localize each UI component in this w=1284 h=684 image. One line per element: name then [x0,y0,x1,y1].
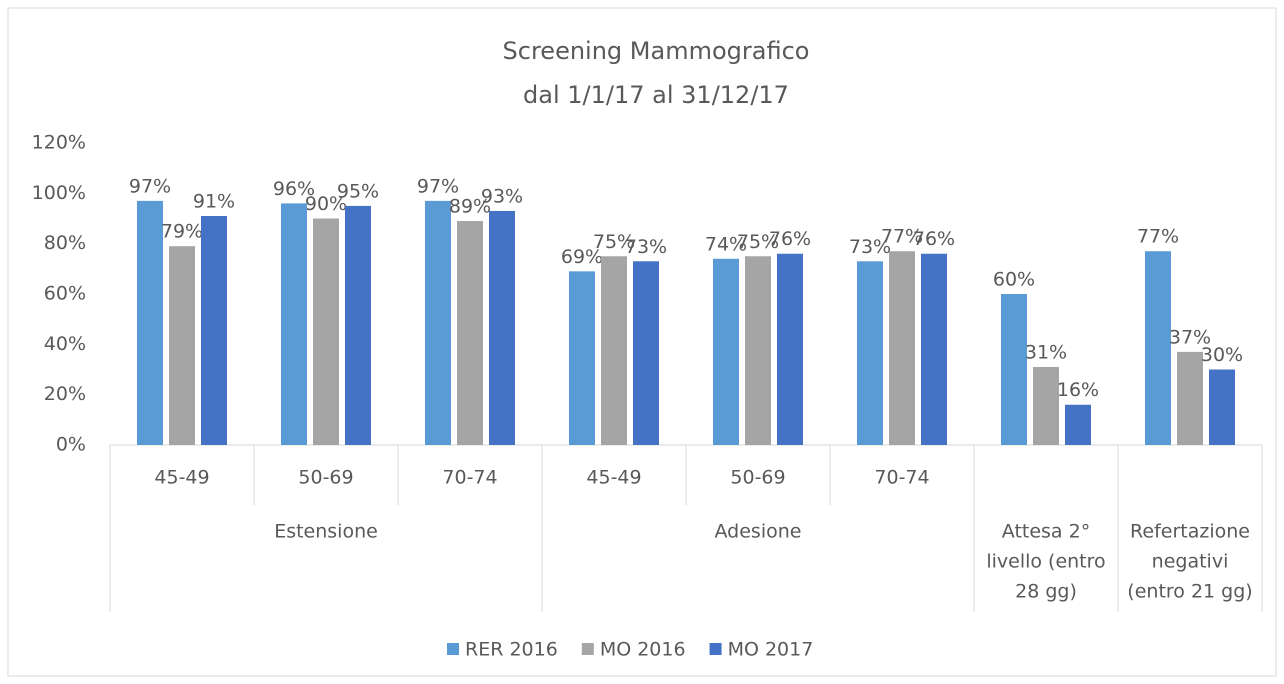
data-label: 77% [1137,226,1179,248]
data-label: 95% [337,180,379,202]
y-tick-label: 20% [44,383,86,405]
bar [281,203,307,445]
data-label: 30% [1201,344,1243,366]
y-tick-label: 60% [44,283,86,305]
bar [169,246,195,445]
legend-swatch [447,643,459,655]
data-label: 69% [561,246,603,268]
x-tick-label: 45-49 [154,467,209,489]
data-label: 75% [737,231,779,253]
data-label: 16% [1057,379,1099,401]
bar [425,200,451,445]
bar [889,251,915,445]
data-label: 93% [481,185,523,207]
bar [1209,369,1235,445]
data-label: 73% [625,236,667,258]
bar [1001,294,1027,445]
bar [313,218,339,445]
bar [489,210,515,445]
data-label: 97% [417,175,459,197]
y-tick-label: 0% [56,434,86,456]
group-label: Adesione [715,521,802,543]
bar [137,200,163,445]
y-tick-label: 40% [44,333,86,355]
bar [457,221,483,445]
group-label: (entro 21 gg) [1127,581,1252,603]
legend-label: MO 2016 [600,639,686,661]
data-label: 76% [769,228,811,250]
data-label: 75% [593,231,635,253]
legend-swatch [581,643,594,655]
bar [713,258,739,445]
chart-subtitle: dal 1/1/17 al 31/12/17 [523,81,789,109]
bar [201,215,227,445]
data-label: 90% [305,193,347,215]
group-label: 28 gg) [1015,581,1077,603]
data-label: 91% [193,190,235,212]
group-label: Refertazione [1130,521,1250,543]
legend-swatch [709,643,722,655]
group-label: Attesa 2° [1002,521,1090,543]
data-label: 89% [449,196,491,218]
bar [745,256,771,445]
bar [777,253,803,445]
group-label: livello (entro [986,551,1105,573]
bar [601,256,627,445]
bar [1033,366,1059,445]
x-tick-label: 70-74 [442,467,497,489]
data-label: 97% [129,175,171,197]
data-label: 37% [1169,326,1211,348]
bar [1145,251,1171,445]
y-tick-label: 80% [44,232,86,254]
data-label: 96% [273,178,315,200]
chart-title: Screening Mammografico [503,37,810,65]
bar [633,261,659,445]
data-label: 77% [881,226,923,248]
x-tick-label: 70-74 [874,467,929,489]
x-tick-label: 50-69 [298,467,353,489]
bar [857,261,883,445]
data-label: 76% [913,228,955,250]
bar [1177,351,1203,445]
data-label: 73% [849,236,891,258]
legend-label: MO 2017 [728,639,814,661]
data-label: 60% [993,269,1035,291]
bar [345,205,371,445]
y-tick-label: 120% [32,132,86,154]
data-label: 31% [1025,341,1067,363]
bar [569,271,595,445]
legend-label: RER 2016 [465,639,558,661]
x-tick-label: 45-49 [586,467,641,489]
bar [921,253,947,445]
y-tick-label: 100% [32,182,86,204]
data-label: 74% [705,233,747,255]
group-label: Estensione [274,521,378,543]
x-tick-label: 50-69 [730,467,785,489]
group-label: negativi [1152,551,1229,573]
bar [1065,404,1091,445]
data-label: 79% [161,221,203,243]
